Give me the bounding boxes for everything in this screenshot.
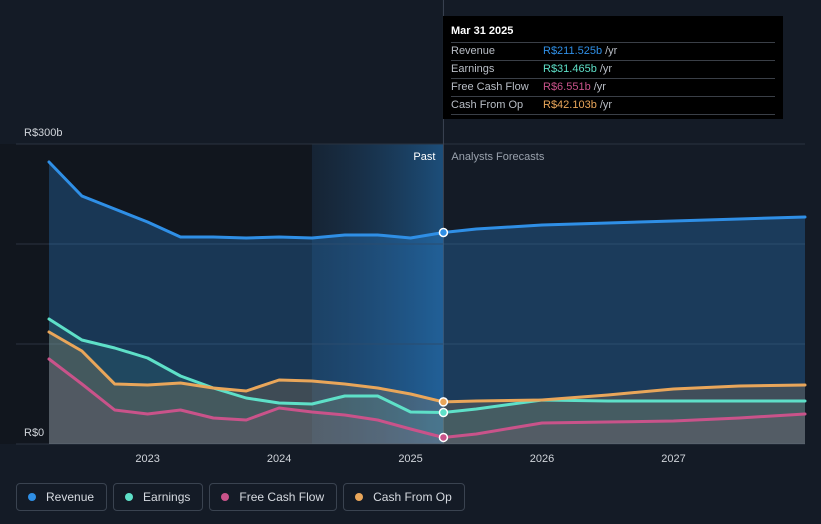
tooltip-label: Free Cash Flow — [451, 81, 529, 93]
legend-dot-icon — [221, 493, 230, 501]
tooltip-label: Cash From Op — [451, 99, 524, 111]
series-layer — [47, 160, 807, 444]
legend-item-free-cash-flow[interactable]: Free Cash Flow — [209, 483, 338, 511]
tooltip-date: Mar 31 2025 — [451, 25, 514, 37]
chart-background — [0, 144, 444, 444]
legend-label: Cash From Op — [373, 490, 452, 504]
legend-item-cash-from-op[interactable]: Cash From Op — [343, 483, 465, 511]
tooltip-unit: /yr — [599, 99, 613, 111]
legend-label: Earnings — [143, 490, 191, 504]
series-line-earnings — [47, 317, 807, 414]
forecast-label: Analysts Forecasts — [451, 151, 544, 163]
tooltip-value: R$211.525b — [543, 45, 603, 57]
tooltip-row-free-cash-flow: Free Cash Flow R$6.551b /yr — [451, 78, 775, 96]
tooltip-row-cash-from-op: Cash From Op R$42.103b /yr — [451, 96, 775, 115]
x-tick-label: 2026 — [530, 453, 554, 465]
tooltip-value: R$6.551b — [543, 81, 591, 93]
x-tick-label: 2025 — [398, 453, 422, 465]
series-area-earnings — [49, 319, 805, 444]
axis-labels: R$300b R$0 2023 2024 2025 2026 2027 Past Analyst… — [24, 127, 686, 465]
x-tick-label: 2024 — [267, 453, 291, 465]
past-highlight-region — [311, 144, 444, 444]
past-region — [0, 144, 312, 444]
x-tick-label: 2027 — [661, 453, 685, 465]
legend-dot-icon — [28, 493, 36, 501]
legend-item-earnings[interactable]: Earnings — [113, 483, 204, 511]
legend-label: Revenue — [46, 490, 95, 504]
tooltip-value: R$31.465b — [543, 63, 597, 75]
marker-earnings — [438, 407, 449, 418]
past-label: Past — [413, 151, 435, 163]
series-area-cash-from-op — [49, 332, 805, 444]
legend-dot-icon — [355, 493, 364, 501]
tooltip-unit: /yr — [605, 45, 618, 57]
legend-dot-icon — [125, 493, 134, 501]
tooltip-value: R$42.103b — [543, 99, 597, 111]
markers — [438, 227, 449, 443]
series-area-revenue — [49, 162, 805, 444]
tooltip-unit: /yr — [599, 63, 613, 75]
legend-label: Free Cash Flow — [239, 490, 325, 504]
tooltip-label: Earnings — [451, 63, 495, 75]
tooltip: Mar 31 2025 Revenue R$211.525b /yr Earni… — [443, 16, 783, 119]
legend-item-revenue[interactable]: Revenue — [16, 483, 108, 511]
y-tick-label: R$0 — [24, 427, 44, 439]
tooltip-label: Revenue — [451, 45, 496, 57]
series-line-revenue — [47, 160, 807, 240]
legend: Revenue Earnings Free Cash Flow Cash Fro… — [16, 483, 465, 511]
x-tick-label: 2023 — [135, 453, 159, 465]
tooltip-unit: /yr — [593, 81, 606, 93]
tooltip-row-earnings: Earnings R$31.465b /yr — [451, 60, 775, 78]
tooltip-row-revenue: Revenue R$211.525b /yr — [451, 42, 775, 60]
marker-cash-from-op — [438, 397, 449, 407]
y-tick-label: R$300b — [24, 127, 63, 139]
series-line-free-cash-flow — [47, 357, 807, 439]
marker-free-cash-flow — [438, 432, 449, 443]
marker-revenue — [438, 227, 449, 238]
series-line-cash-from-op — [47, 330, 807, 404]
